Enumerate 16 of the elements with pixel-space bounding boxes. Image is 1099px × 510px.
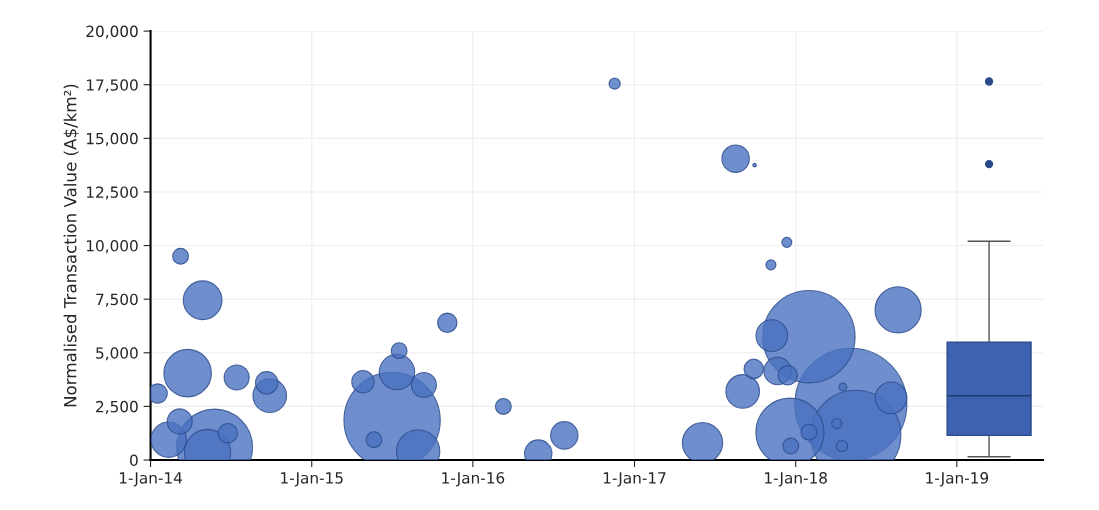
x-tick-label: 1-Jan-14 [119,472,182,487]
x-tick-label: 1-Jan-19 [926,472,989,487]
y-tick-label: 10,000 [86,240,138,254]
x-tick-label: 1-Jan-18 [765,472,827,487]
y-tick-label: 20,000 [86,25,138,39]
y-tick-label: 12,500 [86,186,138,200]
y-axis-title: Normalised Transaction Value (A$/km²) [63,84,79,407]
x-tick-label: 1-Jan-15 [281,472,343,487]
y-tick-label: 0 [130,454,138,467]
y-tick-label: 15,000 [86,132,138,146]
y-tick-label: 5,000 [96,347,138,361]
x-tick-label: 1-Jan-17 [603,472,666,487]
x-tick-label: 1-Jan-16 [442,472,505,487]
y-tick-label: 17,500 [86,79,138,93]
y-tick-label: 7,500 [96,293,138,307]
y-tick-label: 2,500 [96,400,138,414]
